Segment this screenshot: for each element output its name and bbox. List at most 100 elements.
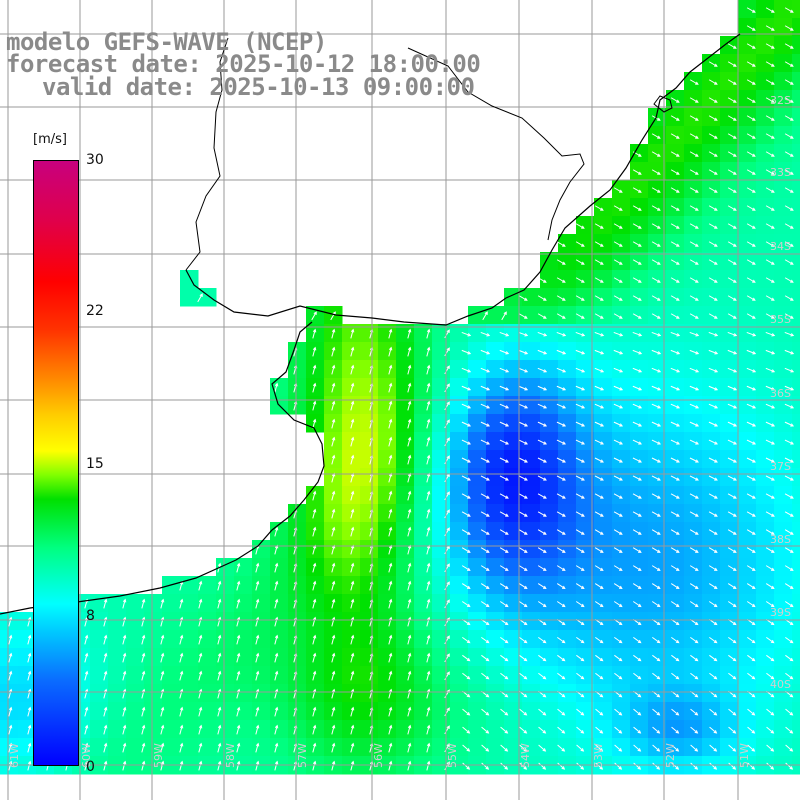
- wind-speed-cell: [612, 378, 631, 397]
- wind-speed-cell: [504, 504, 523, 523]
- wind-arrow: [518, 583, 528, 590]
- wind-arrow: [103, 688, 108, 699]
- wind-arrow: [633, 708, 642, 716]
- wind-speed-cell: [234, 648, 253, 667]
- wind-speed-cell: [576, 648, 595, 667]
- wind-arrow: [27, 652, 32, 663]
- wind-arrow: [556, 295, 566, 301]
- wind-arrow: [331, 346, 336, 357]
- wind-arrow: [274, 580, 279, 591]
- wind-arrow: [632, 187, 642, 193]
- wind-speed-cell: [666, 360, 685, 379]
- wind-arrow: [765, 403, 776, 409]
- wind-arrow: [556, 475, 566, 481]
- wind-arrow: [652, 726, 661, 734]
- wind-arrow: [461, 367, 472, 373]
- wind-speed-cell: [756, 648, 775, 667]
- wind-speed-cell: [576, 558, 595, 577]
- wind-speed-cell: [720, 36, 739, 55]
- wind-arrow: [538, 762, 547, 770]
- wind-arrow: [519, 708, 528, 716]
- wind-speed-cell: [648, 576, 667, 595]
- wind-arrow: [8, 688, 13, 699]
- wind-speed-cell: [486, 360, 505, 379]
- wind-speed-cell: [306, 594, 325, 613]
- wind-arrow: [556, 511, 566, 517]
- wind-speed-cell: [306, 486, 325, 505]
- wind-speed-cell: [630, 576, 649, 595]
- wind-speed-cell: [612, 198, 631, 217]
- wind-speed-cell: [504, 360, 523, 379]
- wind-speed-cell: [360, 360, 379, 379]
- wind-speed-cell: [666, 738, 685, 757]
- wind-arrow: [27, 724, 32, 735]
- wind-speed-cell: [198, 594, 217, 613]
- wind-speed-cell: [198, 684, 217, 703]
- wind-speed-cell: [180, 738, 199, 757]
- wind-arrow: [727, 331, 738, 337]
- wind-arrow: [689, 349, 700, 355]
- wind-speed-cell: [738, 54, 757, 73]
- wind-speed-cell: [216, 684, 235, 703]
- lagoon-shore: [653, 95, 673, 113]
- wind-arrow: [784, 583, 794, 590]
- wind-arrow: [575, 403, 586, 409]
- wind-speed-cell: [738, 216, 757, 235]
- wind-arrow: [179, 706, 184, 717]
- wind-arrow: [651, 511, 661, 517]
- wind-speed-cell: [0, 612, 19, 631]
- wind-speed-cell: [306, 702, 325, 721]
- wind-speed-cell: [792, 522, 800, 541]
- wind-arrow: [728, 744, 737, 752]
- wind-speed-cell: [576, 720, 595, 739]
- wind-speed-cell: [756, 360, 775, 379]
- wind-arrow: [331, 652, 336, 663]
- wind-speed-cell: [306, 414, 325, 433]
- wind-arrow: [217, 742, 222, 753]
- wind-speed-cell: [342, 594, 361, 613]
- wind-arrow: [709, 672, 718, 680]
- wind-arrow: [141, 616, 146, 627]
- wind-speed-cell: [594, 558, 613, 577]
- wind-arrow: [746, 529, 756, 535]
- wind-speed-cell: [612, 648, 631, 667]
- wind-speed-cell: [360, 522, 379, 541]
- wind-arrow: [407, 328, 412, 339]
- wind-arrow: [480, 583, 490, 590]
- wind-arrow: [746, 133, 756, 139]
- wind-speed-cell: [792, 324, 800, 343]
- wind-speed-cell: [396, 738, 415, 757]
- wind-speed-cell: [306, 684, 325, 703]
- wind-arrow: [331, 400, 336, 411]
- wind-speed-cell: [504, 648, 523, 667]
- wind-speed-cell: [648, 666, 667, 685]
- wind-speed-cell: [738, 234, 757, 253]
- wind-speed-cell: [558, 378, 577, 397]
- wind-arrow: [651, 151, 661, 157]
- wind-arrow: [708, 349, 719, 355]
- wind-arrow: [388, 418, 393, 429]
- wind-speed-cell: [792, 486, 800, 505]
- wind-speed-cell: [558, 252, 577, 271]
- wind-speed-cell: [594, 684, 613, 703]
- wind-speed-cell: [0, 702, 19, 721]
- wind-speed-cell: [630, 378, 649, 397]
- wind-arrow: [160, 616, 165, 627]
- wind-speed-cell: [216, 594, 235, 613]
- wind-arrow: [575, 493, 585, 499]
- wind-speed-cell: [414, 684, 433, 703]
- wind-speed-cell: [270, 648, 289, 667]
- wind-arrow: [746, 493, 756, 499]
- wind-arrow: [461, 511, 471, 517]
- wind-arrow: [236, 706, 241, 717]
- wind-arrow: [708, 259, 718, 265]
- wind-speed-cell: [666, 522, 685, 541]
- wind-speed-field: [0, 0, 800, 775]
- wind-speed-cell: [522, 612, 541, 631]
- wind-speed-cell: [756, 18, 775, 37]
- wind-arrow: [407, 436, 412, 447]
- wind-speed-cell: [792, 90, 800, 109]
- wind-speed-cell: [774, 648, 793, 667]
- wind-arrow: [480, 547, 490, 553]
- wind-arrow: [689, 493, 699, 499]
